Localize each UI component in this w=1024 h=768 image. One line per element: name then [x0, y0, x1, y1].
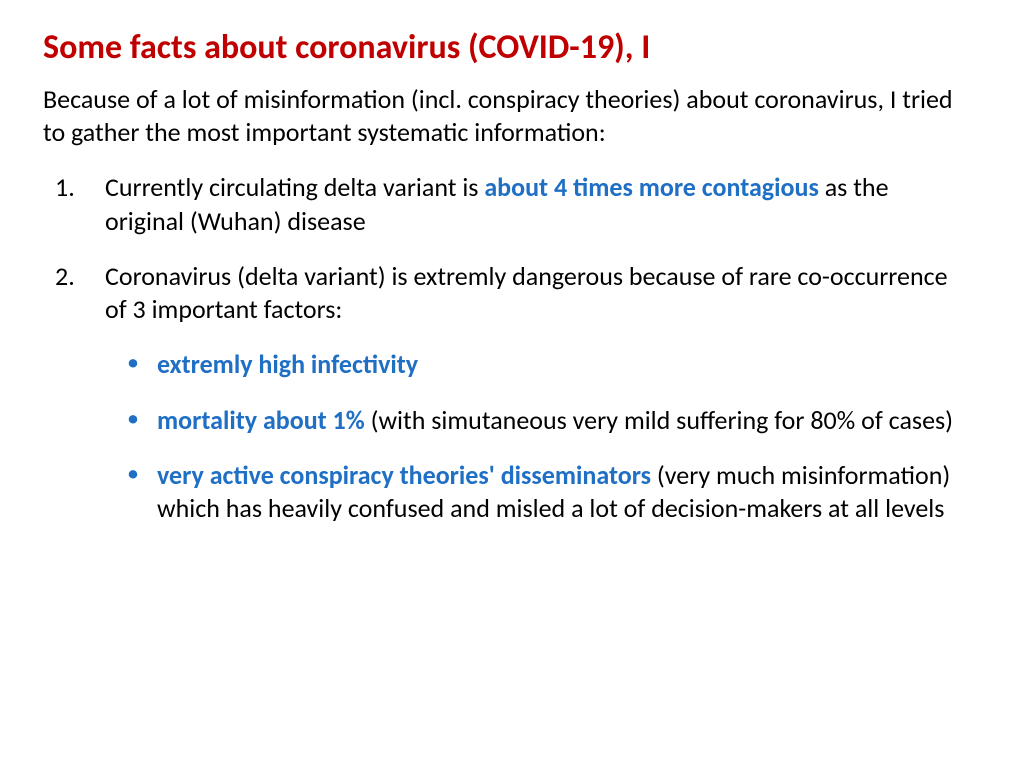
bullet-item: extremly high infectivity	[105, 348, 969, 381]
bullet-rest: (with simutaneous very mild suffering fo…	[365, 404, 953, 436]
bullet-highlight: extremly high infectivity	[157, 348, 418, 380]
bullet-list: extremly high infectivity mortality abou…	[105, 348, 969, 525]
item-text-pre: Currently circulating delta variant is	[105, 171, 484, 203]
list-item: Coronavirus (delta variant) is extremly …	[55, 260, 969, 526]
bullet-item: mortality about 1% (with simutaneous ver…	[105, 404, 969, 437]
item-highlight: about 4 times more contagious	[484, 171, 818, 203]
item-text-pre: Coronavirus (delta variant) is extremly …	[105, 260, 948, 325]
bullet-item: very active conspiracy theories' dissemi…	[105, 459, 969, 526]
list-item: Currently circulating delta variant is a…	[55, 171, 969, 238]
intro-paragraph: Because of a lot of misinformation (incl…	[43, 83, 969, 150]
numbered-list: Currently circulating delta variant is a…	[55, 171, 969, 525]
bullet-highlight: very active conspiracy theories' dissemi…	[157, 459, 651, 491]
slide-title: Some facts about coronavirus (COVID-19),…	[43, 28, 969, 69]
bullet-highlight: mortality about 1%	[157, 404, 365, 436]
